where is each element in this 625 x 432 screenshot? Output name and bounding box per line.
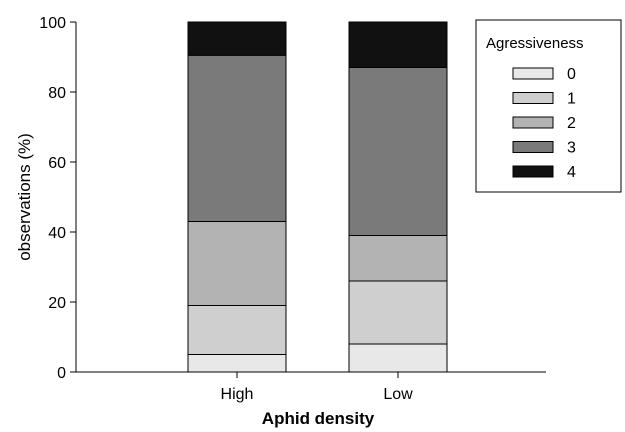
- bar-segment-high-level-1: [187, 305, 287, 355]
- legend-swatch-1: [512, 92, 554, 104]
- legend-swatch-4: [512, 165, 554, 178]
- bar-segment-high-level-4: [187, 21, 287, 56]
- bar-segment-high-level-2: [187, 221, 287, 306]
- legend-items: 0 1 2 3 4: [512, 66, 576, 181]
- legend-label-1: 1: [567, 91, 576, 108]
- legend-label-0: 0: [567, 66, 576, 83]
- bar-segment-low-level-4: [348, 21, 448, 68]
- bar-segment-low-level-2: [348, 235, 448, 282]
- x-tick-label: High: [221, 386, 254, 403]
- y-tick-label: 100: [39, 15, 66, 32]
- legend-frame: [475, 19, 622, 193]
- bar-segment-high-level-0: [187, 354, 287, 373]
- legend-label-3: 3: [567, 140, 576, 157]
- y-axis-title: observations (%): [15, 133, 34, 261]
- y-tick-label: 0: [57, 365, 66, 382]
- legend-swatch-0: [512, 67, 554, 80]
- bar-segment-low-level-0: [348, 343, 448, 373]
- legend-label-2: 2: [567, 115, 576, 132]
- bars-group: [187, 21, 448, 373]
- bar-segment-high-level-3: [187, 54, 287, 222]
- y-tick-label: 80: [48, 85, 66, 102]
- bar-segment-low-level-3: [348, 67, 448, 236]
- x-axis-title: Aphid density: [262, 409, 375, 428]
- legend-label-4: 4: [567, 164, 576, 181]
- y-tick-label: 20: [48, 295, 66, 312]
- y-tick-label: 60: [48, 155, 66, 172]
- legend-title: Agressiveness: [486, 35, 584, 52]
- x-tick-label: Low: [383, 386, 413, 403]
- axes-group: 0 20 40 60 80 100 High Low: [39, 15, 546, 403]
- legend-swatch-2: [512, 116, 554, 129]
- legend-swatch-3: [512, 141, 554, 153]
- y-tick-label: 40: [48, 225, 66, 242]
- legend: Agressiveness 0 1 2 3 4: [475, 19, 622, 193]
- bar-segment-low-level-1: [348, 280, 448, 345]
